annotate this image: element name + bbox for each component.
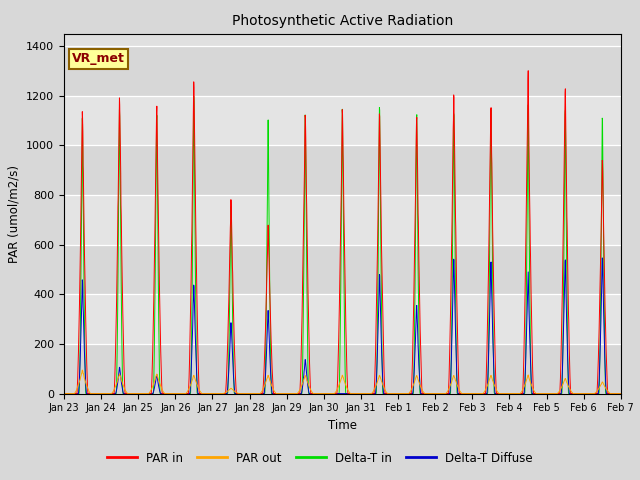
PAR out [359, 391, 367, 396]
Delta-T Diffuse [568, 391, 575, 396]
Bar [64, 145, 621, 195]
Line: Delta-T in: Delta-T in [64, 96, 621, 394]
Line: PAR in: PAR in [64, 71, 621, 394]
Bar [64, 245, 621, 294]
Delta-T in [568, 391, 575, 396]
PAR in [371, 383, 378, 389]
PAR out [79, 367, 86, 373]
Delta-T Diffuse [583, 391, 591, 396]
PAR out [568, 389, 575, 395]
Delta-T in [584, 391, 591, 396]
Bar [64, 46, 621, 96]
X-axis label: Time: Time [328, 419, 357, 432]
PAR in [216, 391, 223, 396]
Delta-T Diffuse [358, 391, 366, 396]
PAR in [617, 391, 625, 396]
PAR out [371, 385, 379, 391]
Delta-T in [359, 391, 367, 396]
Delta-T Diffuse [216, 391, 223, 396]
PAR out [216, 391, 223, 396]
PAR out [617, 391, 625, 396]
PAR out [504, 391, 512, 396]
Text: VR_met: VR_met [72, 52, 125, 65]
Y-axis label: PAR (umol/m2/s): PAR (umol/m2/s) [8, 165, 20, 263]
Delta-T Diffuse [598, 255, 606, 261]
Bar [64, 195, 621, 245]
Delta-T Diffuse [617, 391, 625, 396]
PAR in [60, 391, 68, 396]
PAR in [504, 391, 512, 396]
Delta-T Diffuse [60, 391, 68, 396]
PAR in [524, 68, 532, 73]
Delta-T in [504, 391, 512, 396]
Bar [64, 344, 621, 394]
Delta-T in [216, 391, 223, 396]
PAR out [584, 391, 591, 396]
Delta-T in [617, 391, 625, 396]
Title: Photosynthetic Active Radiation: Photosynthetic Active Radiation [232, 14, 453, 28]
PAR out [60, 391, 68, 396]
Bar [64, 294, 621, 344]
Delta-T Diffuse [371, 391, 378, 396]
Delta-T in [371, 391, 379, 396]
PAR in [358, 391, 366, 396]
Line: PAR out: PAR out [64, 370, 621, 394]
PAR in [568, 391, 575, 396]
Line: Delta-T Diffuse: Delta-T Diffuse [64, 258, 621, 394]
PAR in [584, 391, 591, 396]
Legend: PAR in, PAR out, Delta-T in, Delta-T Diffuse: PAR in, PAR out, Delta-T in, Delta-T Dif… [102, 447, 538, 469]
Delta-T Diffuse [504, 391, 512, 396]
Delta-T in [60, 391, 68, 396]
Delta-T in [190, 94, 198, 99]
Bar [64, 96, 621, 145]
